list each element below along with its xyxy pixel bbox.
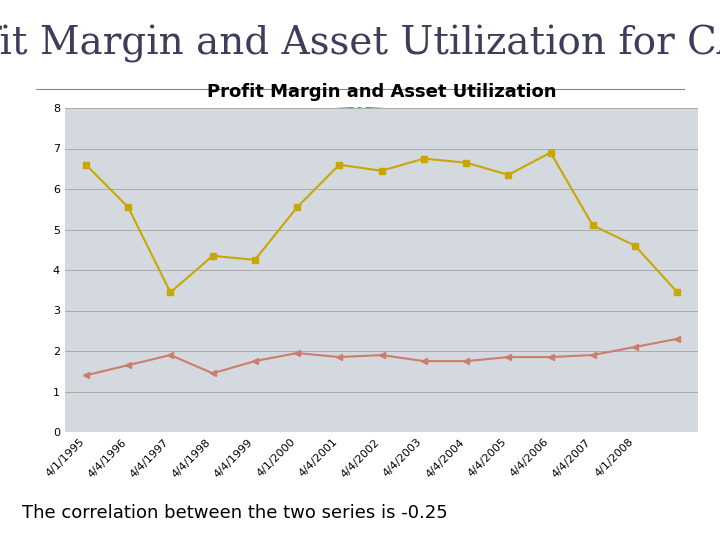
Circle shape xyxy=(317,106,403,118)
Title: Profit Margin and Asset Utilization: Profit Margin and Asset Utilization xyxy=(207,83,557,101)
Text: 11: 11 xyxy=(351,105,369,118)
Text: The correlation between the two series is -0.25: The correlation between the two series i… xyxy=(22,504,447,522)
Text: Profit Margin and Asset Utilization for CAKE: Profit Margin and Asset Utilization for … xyxy=(0,25,720,63)
